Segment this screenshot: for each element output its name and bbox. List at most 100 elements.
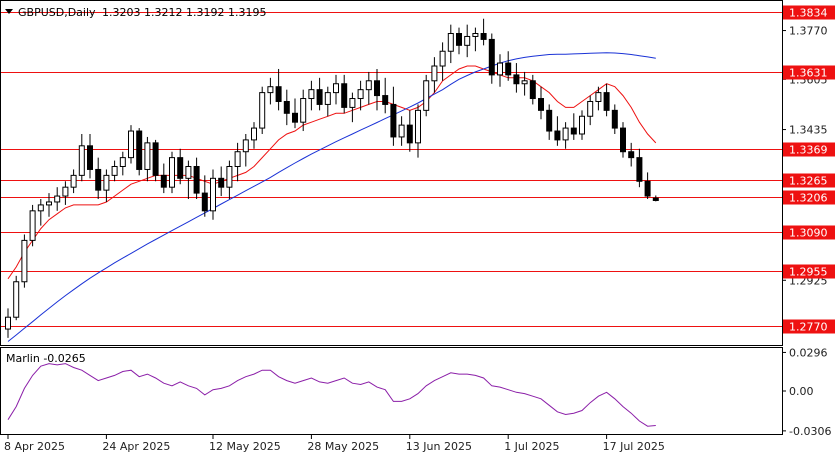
candle-body (316, 89, 323, 105)
candle-body (218, 177, 225, 188)
candle-body (210, 177, 216, 212)
candle-body (628, 151, 635, 159)
date-tick-label: 17 Jul 2025 (603, 440, 665, 453)
candle-body (169, 157, 175, 188)
oscillator-tick-label: -0.0306 (789, 425, 831, 438)
candle-body (611, 109, 618, 129)
candle-body (644, 180, 651, 197)
candle-body (472, 33, 479, 37)
oscillator-tick-label: 0.00 (789, 385, 814, 398)
candle-body (13, 281, 20, 318)
candle-body (119, 157, 126, 167)
date-tick-label: 24 Apr 2025 (102, 440, 170, 453)
candle-body (54, 195, 61, 203)
fast-ma-line (7, 65, 657, 280)
candle-body (390, 103, 397, 138)
candle-body (128, 130, 134, 159)
date-tick-label: 1 Jul 2025 (504, 440, 559, 453)
candle-body (406, 124, 413, 144)
candle-body (480, 33, 487, 40)
candle-body (234, 151, 241, 167)
candle-body (488, 38, 495, 76)
moving-averages (7, 52, 657, 342)
candle-body (620, 127, 626, 153)
candle-body (431, 65, 438, 82)
candle-body (324, 92, 331, 105)
candle-body (242, 139, 249, 153)
candle-body (292, 112, 298, 123)
candle-body (103, 174, 110, 191)
candle-body (595, 92, 602, 102)
collapse-triangle-icon[interactable] (5, 9, 13, 14)
candle-body (283, 100, 290, 114)
candle-body (398, 124, 405, 138)
slow-ma-line (7, 52, 656, 342)
candle-body (439, 50, 446, 67)
level-label: 1.3369 (789, 144, 828, 157)
level-label: 1.2770 (789, 321, 828, 334)
candle-body (456, 33, 462, 46)
level-label-bg (783, 319, 835, 334)
candle-body (259, 92, 266, 129)
candle-body (144, 142, 151, 170)
candle-body (447, 33, 454, 52)
candle-body (579, 115, 585, 135)
candle-body (308, 89, 315, 100)
level-label-bg (783, 190, 835, 205)
indicator-label: Marlin -0.0265 (6, 352, 86, 365)
oscillator-line (7, 363, 656, 427)
candle-body (152, 142, 159, 176)
date-tick-label: 13 Jun 2025 (406, 440, 472, 453)
candle-body (70, 174, 77, 188)
candle-body (160, 174, 167, 188)
level-label-bg (783, 65, 835, 80)
candle-body (423, 80, 430, 111)
candle-body (78, 145, 85, 176)
date-axis-labels: 8 Apr 2025 24 Apr 2025 12 May 2025 28 May 2… (4, 435, 665, 453)
candle-body (300, 98, 307, 123)
candle-body (365, 80, 372, 91)
ohlc-readout: 1.3203 1.3212 1.3192 1.3195 (102, 6, 266, 19)
price-tick-label: 1.3770 (789, 25, 828, 38)
level-label-bg (783, 264, 835, 279)
oscillator (7, 363, 656, 427)
price-tick-label: 1.3435 (789, 124, 828, 137)
level-labels: 1.3834 1.3631 1.3369 1.3265 1.3206 1.3090 1.29… (783, 5, 835, 334)
candle-body (185, 165, 192, 179)
candle-body (357, 89, 364, 100)
candle-body (415, 109, 421, 144)
candle-body (193, 165, 200, 194)
level-label: 1.3834 (789, 7, 828, 20)
candle-body (562, 127, 569, 141)
candle-body (37, 204, 44, 212)
candles (5, 18, 659, 338)
candle-body (267, 86, 274, 94)
symbol-label: GBPUSD,Daily (18, 6, 96, 19)
candle-body (570, 127, 577, 135)
level-label: 1.3090 (789, 227, 828, 240)
candle-body (226, 165, 233, 188)
indicator-pane-frame (0, 347, 783, 435)
candle-body (29, 210, 36, 241)
candle-body (201, 192, 208, 212)
level-label-bg (783, 173, 835, 188)
date-tick-label: 28 May 2025 (307, 440, 379, 453)
candle-body (275, 86, 282, 102)
date-tick-label: 12 May 2025 (209, 440, 281, 453)
level-label: 1.3631 (789, 67, 828, 80)
candle-body (251, 127, 257, 141)
candle-body (5, 316, 11, 330)
candle-body (333, 83, 339, 94)
candle-body (652, 197, 659, 201)
level-label-bg (783, 5, 835, 20)
candle-body (603, 92, 610, 111)
candle-body (62, 186, 69, 197)
level-label: 1.3206 (789, 192, 828, 205)
candle-body (349, 98, 356, 108)
candle-body (341, 83, 348, 108)
candle-body (464, 35, 471, 46)
candle-body (21, 239, 28, 283)
level-label: 1.3265 (789, 175, 828, 188)
date-tick-label: 8 Apr 2025 (4, 440, 65, 453)
